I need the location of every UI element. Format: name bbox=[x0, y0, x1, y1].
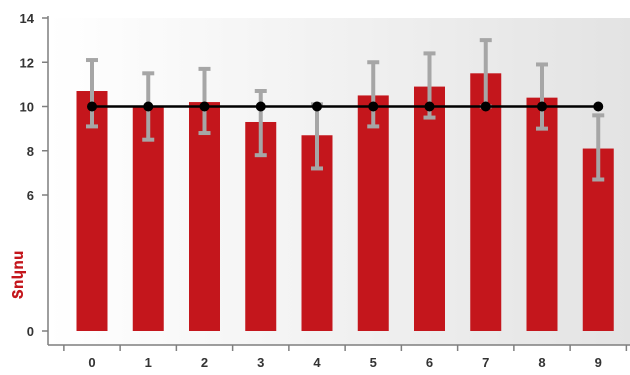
y-tick-label: 6 bbox=[27, 188, 34, 203]
bar bbox=[470, 73, 502, 331]
x-tick-label: 3 bbox=[257, 355, 264, 370]
x-tick-label: 4 bbox=[313, 355, 321, 370]
reference-line-point bbox=[368, 101, 379, 112]
reference-line-layer bbox=[87, 101, 604, 112]
reference-line-point bbox=[480, 101, 491, 112]
reference-line-point bbox=[312, 101, 322, 112]
reference-line-point bbox=[424, 101, 435, 112]
bar bbox=[132, 106, 164, 331]
y-tick-label: 12 bbox=[20, 55, 34, 70]
bar bbox=[526, 97, 558, 332]
bar bbox=[357, 95, 389, 331]
x-tick-label: 2 bbox=[201, 355, 208, 370]
y-tick-label: 14 bbox=[20, 11, 35, 26]
reference-line-point bbox=[537, 101, 547, 112]
reference-line-point bbox=[143, 101, 154, 112]
reference-line-point bbox=[87, 101, 97, 112]
y-tick-label: 0 bbox=[27, 324, 34, 339]
bar bbox=[414, 86, 445, 332]
reference-line-point bbox=[255, 101, 266, 112]
x-tick-label: 9 bbox=[595, 355, 602, 370]
x-tick-label: 5 bbox=[370, 355, 377, 370]
x-tick-label: 7 bbox=[482, 355, 489, 370]
bar bbox=[76, 91, 108, 331]
x-tick-label: 6 bbox=[426, 355, 433, 370]
bar bbox=[189, 102, 220, 331]
x-tick-label: 8 bbox=[538, 355, 545, 370]
y-tick-label: 8 bbox=[27, 144, 34, 159]
x-tick-label: 1 bbox=[145, 355, 152, 370]
reference-line-point bbox=[593, 101, 604, 112]
reference-line-point bbox=[199, 101, 210, 112]
y-tick-label: 10 bbox=[20, 100, 34, 115]
y-axis-title: Տոկոս bbox=[10, 251, 27, 300]
bars-layer bbox=[76, 73, 614, 332]
x-tick-label: 0 bbox=[88, 355, 95, 370]
